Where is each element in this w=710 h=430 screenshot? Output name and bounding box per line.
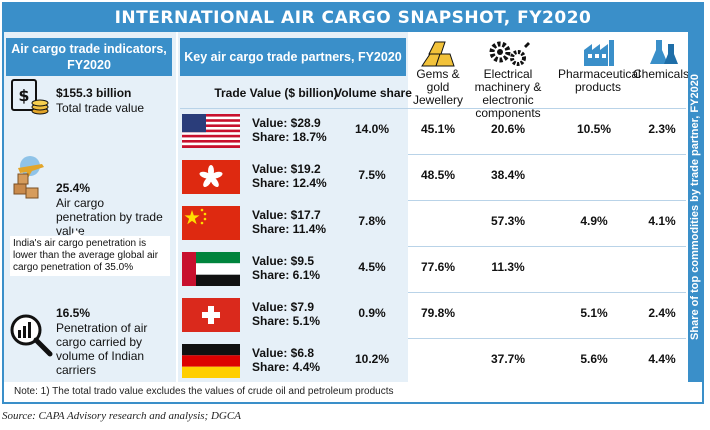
germany-flag-icon: [182, 344, 240, 378]
share-pharma: 5.6%: [580, 352, 608, 366]
trade-value-column-header: Trade Value ($ billion): [214, 86, 338, 100]
partner-value: Value: $28.9: [252, 116, 321, 130]
category-pharma-label: Pharmaceutical products: [558, 67, 641, 94]
indicator-text: Air cargo penetration by trade value: [56, 196, 163, 238]
row-divider: [408, 292, 686, 293]
indicator-value: 25.4%: [56, 181, 91, 195]
share-pharma: 5.1%: [580, 306, 608, 320]
partner-value: Value: $6.8: [252, 346, 315, 360]
partner-volume: 10.2%: [354, 352, 390, 366]
partner-volume: 7.5%: [358, 168, 386, 182]
indicator-value: 16.5%: [56, 306, 91, 320]
row-divider: [408, 338, 686, 339]
category-chemicals-label: Chemicals: [632, 67, 689, 81]
partner-value: Value: $17.7: [252, 208, 321, 222]
share-chemicals: 2.4%: [648, 306, 676, 320]
page-title: INTERNATIONAL AIR CARGO SNAPSHOT, FY2020: [4, 4, 702, 32]
sidebar-label: Share of top commodities by trade partne…: [689, 74, 701, 340]
partner-share: Share: 4.4%: [252, 360, 321, 374]
partner-volume: 14.0%: [354, 122, 390, 136]
footnote: Note: 1) The total trado value excludes …: [14, 386, 394, 397]
share-electrical: 20.6%: [490, 122, 526, 136]
partner-share: Share: 11.4%: [252, 222, 327, 236]
partner-share: Share: 12.4%: [252, 176, 327, 190]
share-pharma: 4.9%: [580, 214, 608, 228]
volume-share-column-header: Volume share: [334, 86, 412, 100]
partner-volume: 0.9%: [358, 306, 386, 320]
commodity-share-sidebar: Share of top commodities by trade partne…: [688, 32, 702, 382]
partner-value: Value: $7.9: [252, 300, 315, 314]
share-chemicals: 4.4%: [648, 352, 676, 366]
magnifier-chart-icon: [10, 314, 53, 357]
partner-value: Value: $9.5: [252, 254, 315, 268]
uae-flag-icon: [182, 252, 240, 286]
category-electrical-label: Electrical machinery & electronic compon…: [474, 67, 542, 120]
penetration-callout: India's air cargo penetration is lower t…: [10, 230, 170, 276]
share-electrical: 11.3%: [491, 260, 525, 274]
share-gems: 77.6%: [420, 260, 456, 274]
partner-share: Share: 6.1%: [252, 268, 321, 282]
infographic-frame: INTERNATIONAL AIR CARGO SNAPSHOT, FY2020…: [2, 2, 704, 404]
partners-header: Key air cargo trade partners, FY2020: [180, 38, 406, 76]
gears-icon: [489, 41, 530, 66]
share-pharma: 10.5%: [576, 122, 612, 136]
indicators-header: Air cargo trade indicators, FY2020: [6, 38, 172, 76]
share-electrical: 37.7%: [490, 352, 526, 366]
share-electrical: 57.3%: [490, 214, 526, 228]
gold-bars-icon: [421, 41, 455, 67]
row-divider: [408, 154, 686, 155]
china-flag-icon: [182, 206, 240, 240]
share-electrical: 38.4%: [490, 168, 526, 182]
partner-volume: 4.5%: [358, 260, 386, 274]
svg-text:$: $: [18, 86, 29, 105]
indicator-value: $155.3 billion: [56, 86, 132, 100]
hong-kong-flag-icon: [182, 160, 240, 194]
row-divider: [408, 200, 686, 201]
share-gems: 79.8%: [420, 306, 456, 320]
category-gems-label: Gems & gold Jewellery: [412, 67, 463, 107]
row-divider: [180, 108, 686, 109]
partner-share: Share: 5.1%: [252, 314, 321, 328]
indicator-text: Penetration of air cargo carried by volu…: [56, 321, 148, 377]
share-gems: 45.1%: [420, 122, 456, 136]
money-coins-icon: $: [11, 79, 49, 115]
source-line: Source: CAPA Advisory research and analy…: [2, 410, 241, 422]
share-chemicals: 2.3%: [648, 122, 676, 136]
usa-flag-icon: [182, 114, 240, 148]
flask-icon: [650, 40, 678, 64]
switzerland-flag-icon: [182, 298, 240, 332]
row-divider: [408, 246, 686, 247]
partner-value: Value: $19.2: [252, 162, 321, 176]
share-chemicals: 4.1%: [648, 214, 676, 228]
partner-volume: 7.8%: [358, 214, 386, 228]
indicator-text: Total trade value: [56, 101, 145, 115]
plane-boxes-icon: [13, 156, 44, 199]
factory-icon: [584, 40, 614, 66]
partner-share: Share: 18.7%: [252, 130, 327, 144]
share-gems: 48.5%: [420, 168, 456, 182]
